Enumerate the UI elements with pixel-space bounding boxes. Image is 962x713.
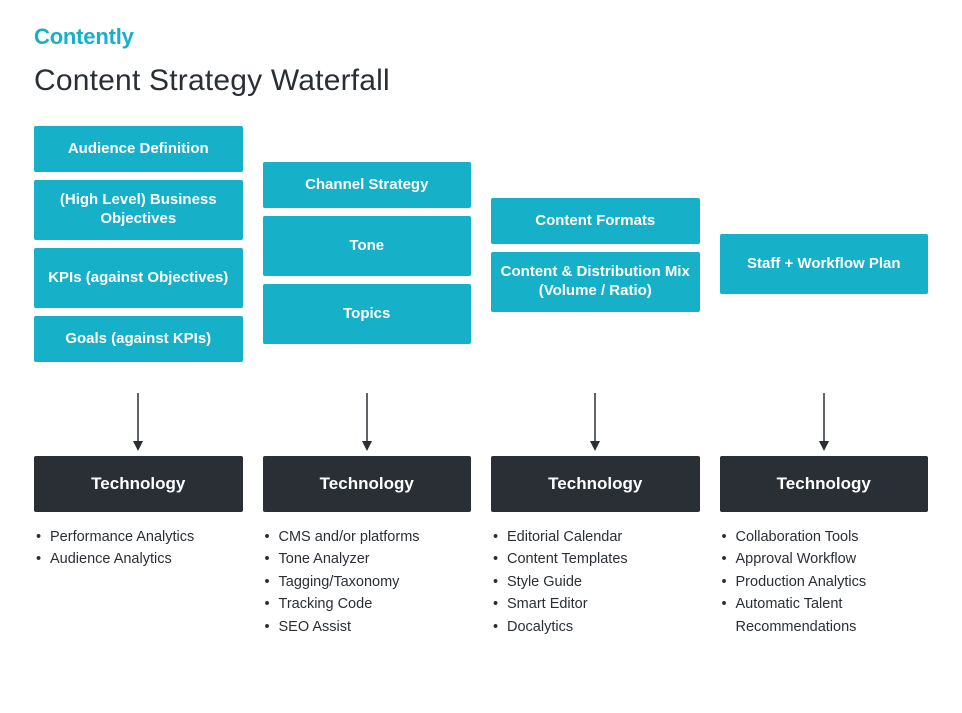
- page-title: Content Strategy Waterfall: [34, 64, 928, 98]
- list-item: Tracking Code: [265, 593, 472, 615]
- list-item: Docalytics: [493, 616, 700, 638]
- list-item: Approval Workflow: [722, 548, 929, 570]
- technology-header: Technology: [263, 456, 472, 512]
- list-item: Content Templates: [493, 548, 700, 570]
- strategy-box: Tone: [263, 216, 472, 276]
- list-item: Automatic Talent Recommendations: [722, 593, 929, 638]
- list-item: Tone Analyzer: [265, 548, 472, 570]
- waterfall-col-4: Staff + Workflow Plan Technology Collabo…: [720, 126, 929, 638]
- strategy-boxes: Content Formats Content & Distribution M…: [491, 126, 700, 386]
- brand-logo: Contently: [34, 24, 928, 50]
- waterfall-col-3: Content Formats Content & Distribution M…: [491, 126, 700, 638]
- arrow-down-icon: [34, 386, 243, 456]
- arrow-down-icon: [491, 386, 700, 456]
- technology-list: Performance Analytics Audience Analytics: [34, 526, 243, 571]
- list-item: SEO Assist: [265, 616, 472, 638]
- list-item: Editorial Calendar: [493, 526, 700, 548]
- strategy-box: Content & Distribution Mix (Volume / Rat…: [491, 252, 700, 312]
- strategy-box: Goals (against KPIs): [34, 316, 243, 362]
- technology-header: Technology: [34, 456, 243, 512]
- list-item: CMS and/or platforms: [265, 526, 472, 548]
- list-item: Production Analytics: [722, 571, 929, 593]
- strategy-box: Channel Strategy: [263, 162, 472, 208]
- strategy-box: (High Level) Business Objectives: [34, 180, 243, 240]
- arrow-down-icon: [720, 386, 929, 456]
- strategy-boxes: Audience Definition (High Level) Busines…: [34, 126, 243, 386]
- strategy-box: KPIs (against Objectives): [34, 248, 243, 308]
- technology-list: Collaboration Tools Approval Workflow Pr…: [720, 526, 929, 638]
- waterfall-col-1: Audience Definition (High Level) Busines…: [34, 126, 243, 638]
- waterfall-col-2: Channel Strategy Tone Topics Technology …: [263, 126, 472, 638]
- list-item: Tagging/Taxonomy: [265, 571, 472, 593]
- strategy-boxes: Staff + Workflow Plan: [720, 126, 929, 386]
- technology-list: CMS and/or platforms Tone Analyzer Taggi…: [263, 526, 472, 638]
- list-item: Audience Analytics: [36, 548, 243, 570]
- list-item: Collaboration Tools: [722, 526, 929, 548]
- strategy-boxes: Channel Strategy Tone Topics: [263, 126, 472, 386]
- list-item: Performance Analytics: [36, 526, 243, 548]
- technology-list: Editorial Calendar Content Templates Sty…: [491, 526, 700, 638]
- strategy-box: Topics: [263, 284, 472, 344]
- list-item: Smart Editor: [493, 593, 700, 615]
- strategy-box: Content Formats: [491, 198, 700, 244]
- arrow-down-icon: [263, 386, 472, 456]
- technology-header: Technology: [491, 456, 700, 512]
- technology-header: Technology: [720, 456, 929, 512]
- strategy-box: Audience Definition: [34, 126, 243, 172]
- strategy-box: Staff + Workflow Plan: [720, 234, 929, 294]
- list-item: Style Guide: [493, 571, 700, 593]
- waterfall-columns: Audience Definition (High Level) Busines…: [34, 126, 928, 638]
